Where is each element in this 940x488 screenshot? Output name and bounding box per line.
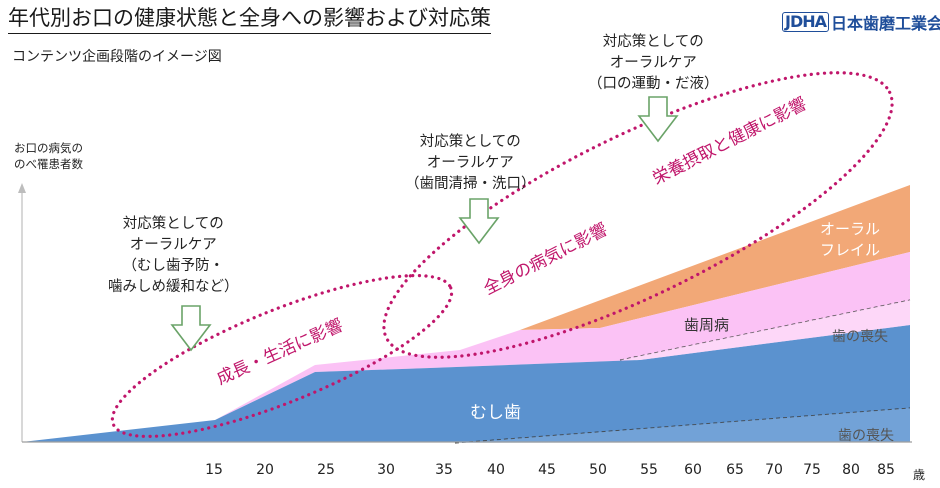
caries-area-label: むし歯 xyxy=(470,403,521,423)
x-tick-label: 60 xyxy=(684,462,702,478)
periodontal-area-label: 歯周病 xyxy=(684,316,730,334)
systemic-impact-label: 全身の病気に影響 xyxy=(481,220,611,300)
callout-line: （むし歯予防・ xyxy=(122,258,225,274)
callout-line: オーラルケア xyxy=(426,155,514,171)
tooth-loss-lower-label: 歯の喪失 xyxy=(838,428,894,444)
x-tick-label: 55 xyxy=(640,462,658,478)
down-arrow-icon xyxy=(170,305,212,352)
caries-area xyxy=(22,325,910,442)
y-axis-label: お口の病気の のべ罹患者数 xyxy=(14,140,83,172)
x-tick-label: 50 xyxy=(589,462,607,478)
callout-line: オーラルケア xyxy=(129,237,217,253)
callout-oral-function: 対応策としての オーラルケア （口の運動・だ液） xyxy=(588,32,719,95)
page-title: 年代別お口の健康状態と全身への影響および対応策 xyxy=(8,2,491,34)
x-tick-label: 85 xyxy=(877,462,895,478)
x-tick-label: 80 xyxy=(842,462,860,478)
x-axis-unit: 歳 xyxy=(913,468,926,482)
down-arrow-icon xyxy=(637,96,679,143)
callout-line: 対応策としての xyxy=(419,134,521,150)
callout-caries-prevention: 対応策としての オーラルケア （むし歯予防・ 噛みしめ緩和など） xyxy=(108,214,239,298)
callout-interdental: 対応策としての オーラルケア （歯間清掃・洗口） xyxy=(405,132,536,195)
x-tick-label: 30 xyxy=(377,462,395,478)
tooth-loss-lower-shade xyxy=(455,408,910,443)
y-axis-label-line: お口の病気の xyxy=(14,141,83,155)
page-subtitle: コンテンツ企画段階のイメージ図 xyxy=(12,49,222,65)
nutrition-impact-label: 栄養摂取と健康に影響 xyxy=(649,94,810,189)
x-tick-label: 15 xyxy=(205,462,223,478)
callout-line: （口の運動・だ液） xyxy=(588,76,719,92)
jdha-logo-icon: JDHA xyxy=(782,12,830,32)
x-tick-label: 70 xyxy=(765,462,783,478)
y-axis-label-line: のべ罹患者数 xyxy=(14,157,83,171)
oral-frail-area xyxy=(520,185,910,330)
systemic-impact-ring xyxy=(382,71,894,359)
x-tick-label: 25 xyxy=(317,462,335,478)
callout-line: オーラルケア xyxy=(609,55,697,71)
y-axis-arrowhead xyxy=(18,183,26,193)
x-tick-label: 20 xyxy=(256,462,274,478)
x-tick-label: 45 xyxy=(538,462,556,478)
growth-impact-ring xyxy=(110,273,454,439)
x-tick-label: 75 xyxy=(803,462,821,478)
callout-line: 対応策としての xyxy=(602,34,704,50)
brand-name: 日本歯磨工業会 xyxy=(831,14,940,33)
tooth-loss-upper-label: 歯の喪失 xyxy=(832,329,888,345)
oral-frail-area-label: オーラル フレイル xyxy=(820,219,880,261)
periodontal-area xyxy=(215,252,910,420)
x-tick-label: 40 xyxy=(487,462,505,478)
oral-frail-label-line: オーラル xyxy=(820,220,881,238)
callout-line: （歯間清掃・洗口） xyxy=(405,176,536,192)
oral-frail-label-line: フレイル xyxy=(820,241,881,259)
callout-line: 噛みしめ緩和など） xyxy=(108,279,239,295)
callout-line: 対応策としての xyxy=(122,216,224,232)
x-tick-label: 35 xyxy=(435,462,453,478)
tooth-loss-upper-shade xyxy=(620,300,910,360)
tooth-loss-lower-boundary xyxy=(454,407,911,444)
x-tick-label: 65 xyxy=(726,462,744,478)
brand-logo: JDHA 日本歯磨工業会 xyxy=(782,10,940,34)
down-arrow-icon xyxy=(458,198,500,245)
